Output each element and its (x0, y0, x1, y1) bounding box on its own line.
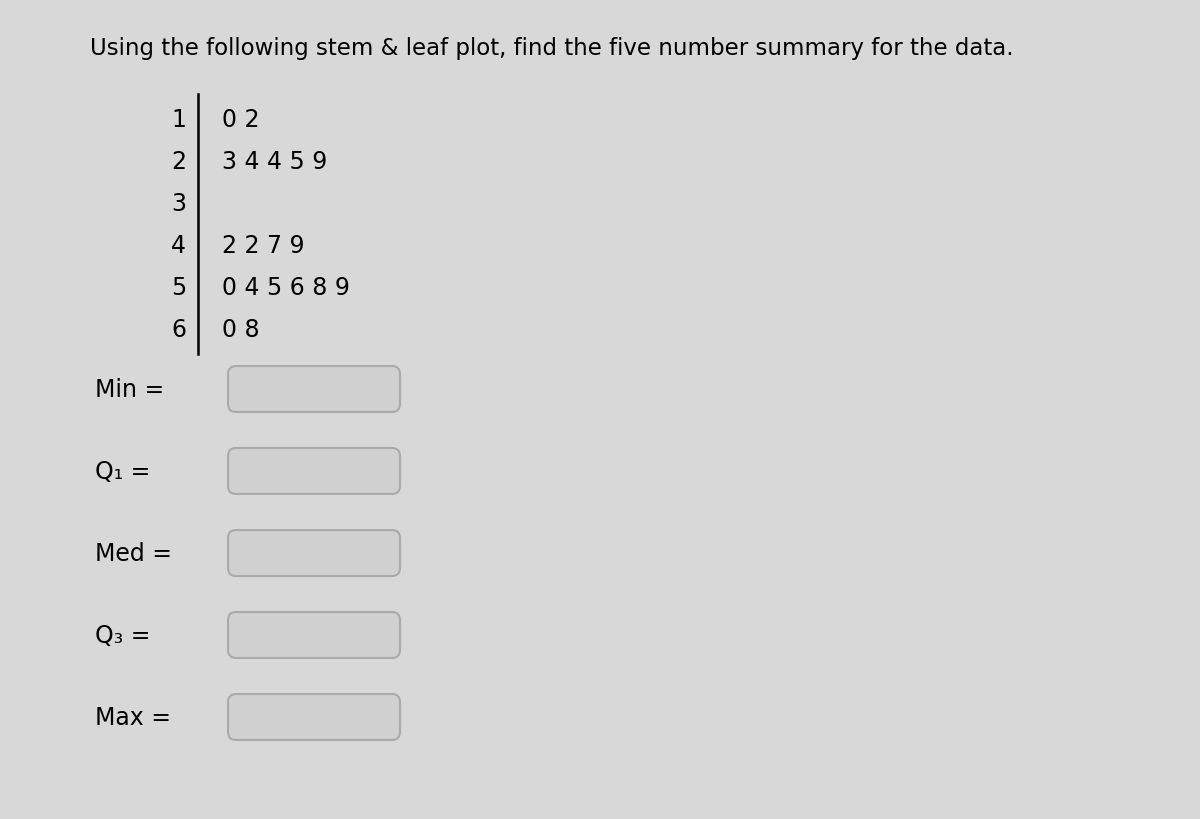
Text: 6: 6 (172, 318, 186, 342)
Text: 3 4 4 5 9: 3 4 4 5 9 (222, 150, 328, 174)
Text: Med =: Med = (95, 541, 172, 565)
Text: Q₁ =: Q₁ = (95, 459, 150, 483)
Text: 4: 4 (172, 233, 186, 258)
Text: 1: 1 (172, 108, 186, 132)
Text: 3: 3 (172, 192, 186, 215)
FancyBboxPatch shape (228, 613, 400, 658)
Text: Q₃ =: Q₃ = (95, 623, 150, 647)
FancyBboxPatch shape (228, 449, 400, 495)
Text: Min =: Min = (95, 378, 164, 401)
Text: Max =: Max = (95, 705, 172, 729)
Text: 0 4 5 6 8 9: 0 4 5 6 8 9 (222, 276, 350, 300)
FancyBboxPatch shape (228, 367, 400, 413)
Text: 0 2: 0 2 (222, 108, 259, 132)
FancyBboxPatch shape (228, 531, 400, 577)
Text: 5: 5 (170, 276, 186, 300)
FancyBboxPatch shape (228, 695, 400, 740)
Text: 2: 2 (172, 150, 186, 174)
Text: 0 8: 0 8 (222, 318, 259, 342)
Text: Using the following stem & leaf plot, find the five number summary for the data.: Using the following stem & leaf plot, fi… (90, 37, 1014, 60)
Text: 2 2 7 9: 2 2 7 9 (222, 233, 305, 258)
